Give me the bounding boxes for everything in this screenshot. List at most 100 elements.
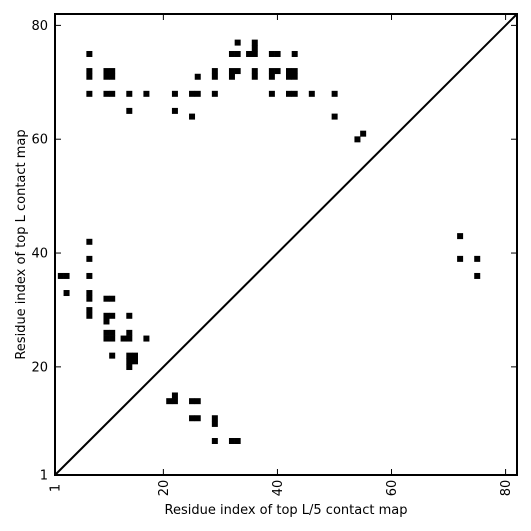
contact-cell-upper [211,68,218,75]
contact-cell-lower [126,312,133,319]
contact-cell-upper [331,113,338,120]
y-tick-label: 20 [31,360,48,375]
contact-cell-upper [286,73,292,80]
contact-cell-upper [251,68,258,75]
contact-cell-upper [126,107,133,114]
contact-cell-lower [86,307,93,314]
contact-cell-upper [109,90,116,97]
contact-cell-lower [132,358,138,365]
contact-cell-upper [251,39,258,46]
contact-cell-upper [234,39,241,46]
contact-cell-lower [211,415,218,422]
x-tick-label: 20 [157,480,172,497]
contact-cell-lower [228,438,235,444]
contact-cell-lower [86,272,93,279]
contact-cell-lower [63,272,70,279]
contact-cell-upper [228,73,235,80]
y-tick-label: 60 [31,133,48,148]
contact-cell-lower [171,398,178,405]
contact-cell-lower [234,438,241,444]
contact-cell-upper [211,90,218,97]
contact-cell-lower [103,318,110,325]
contact-cell-lower [126,329,133,336]
contact-cell-lower [109,312,116,319]
contact-cell-lower [171,392,178,399]
contact-cell-upper [103,90,110,97]
contact-cell-upper [103,68,110,75]
contact-cell-lower [474,255,481,262]
x-tick-label: 40 [271,480,286,497]
contact-cell-upper [268,73,275,80]
y-axis-label: Residue index of top L contact map [14,129,29,359]
contact-cell-lower [474,272,481,279]
contact-cell-lower [103,329,110,336]
x-tick-label: 60 [385,480,400,497]
contact-cell-lower [103,295,110,302]
contact-cell-upper [251,73,258,80]
contact-cell-upper [234,68,241,75]
contact-cell-lower [57,272,64,279]
contact-cell-upper [251,45,258,52]
contact-cell-lower [457,255,464,262]
contact-cell-upper [360,130,367,137]
contact-cell-upper [171,107,178,114]
contact-cell-upper [171,90,178,97]
contact-cell-upper [194,73,201,80]
contact-cell-upper [286,68,292,75]
contact-cell-upper [126,90,133,97]
contact-cell-upper [109,73,116,80]
contact-cell-lower [126,335,133,342]
contact-cell-lower [126,352,133,359]
contact-cell-upper [86,73,93,80]
contact-cell-upper [286,90,292,97]
contact-cell-lower [109,295,116,302]
contact-cell-lower [120,335,127,342]
contact-cell-lower [126,358,133,365]
contact-cell-upper [109,68,116,75]
y-tick-label: 80 [31,19,48,34]
contact-cell-upper [291,73,298,80]
contact-cell-lower [86,290,93,297]
contact-cell-lower [211,420,218,427]
contact-cell-upper [354,136,361,143]
contact-cells [57,39,481,444]
contact-cell-upper [86,50,93,57]
contact-cell-upper [211,73,218,80]
contact-cell-lower [166,398,173,405]
contact-cell-lower [194,398,201,405]
contact-cell-lower [189,415,196,422]
contact-cell-upper [86,68,93,75]
contact-cell-lower [109,352,116,359]
contact-cell-upper [103,73,110,80]
contact-cell-upper [268,90,275,97]
contact-cell-lower [86,255,93,262]
x-axis-label: Residue index of top L/5 contact map [165,503,408,518]
contact-cell-lower [194,415,201,422]
contact-cell-upper [308,90,315,97]
axis-ticks: 1 20 40 60 80 1 20 40 60 80 [31,14,517,496]
contact-cell-lower [457,233,464,240]
contact-cell-lower [103,335,110,342]
contact-cell-upper [246,50,253,57]
contact-cell-upper [274,68,281,75]
contact-cell-lower [132,352,138,359]
contact-cell-lower [189,398,196,405]
contact-cell-lower [211,438,218,444]
plot-frame [54,13,518,476]
contact-cell-upper [228,50,235,57]
contact-cell-upper [86,90,93,97]
contact-cell-upper [268,50,275,57]
contact-cell-upper [228,68,235,75]
contact-cell-upper [189,113,196,120]
contact-cell-lower [86,295,93,302]
y-tick-label: 40 [31,247,48,262]
contact-cell-upper [291,68,298,75]
contact-cell-upper [234,50,241,57]
contact-cell-upper [291,90,298,97]
y-tick-label: 1 [40,469,48,484]
contact-cell-lower [86,238,93,245]
contact-cell-lower [63,290,70,297]
contact-cell-upper [251,50,258,57]
contact-cell-lower [126,364,133,371]
